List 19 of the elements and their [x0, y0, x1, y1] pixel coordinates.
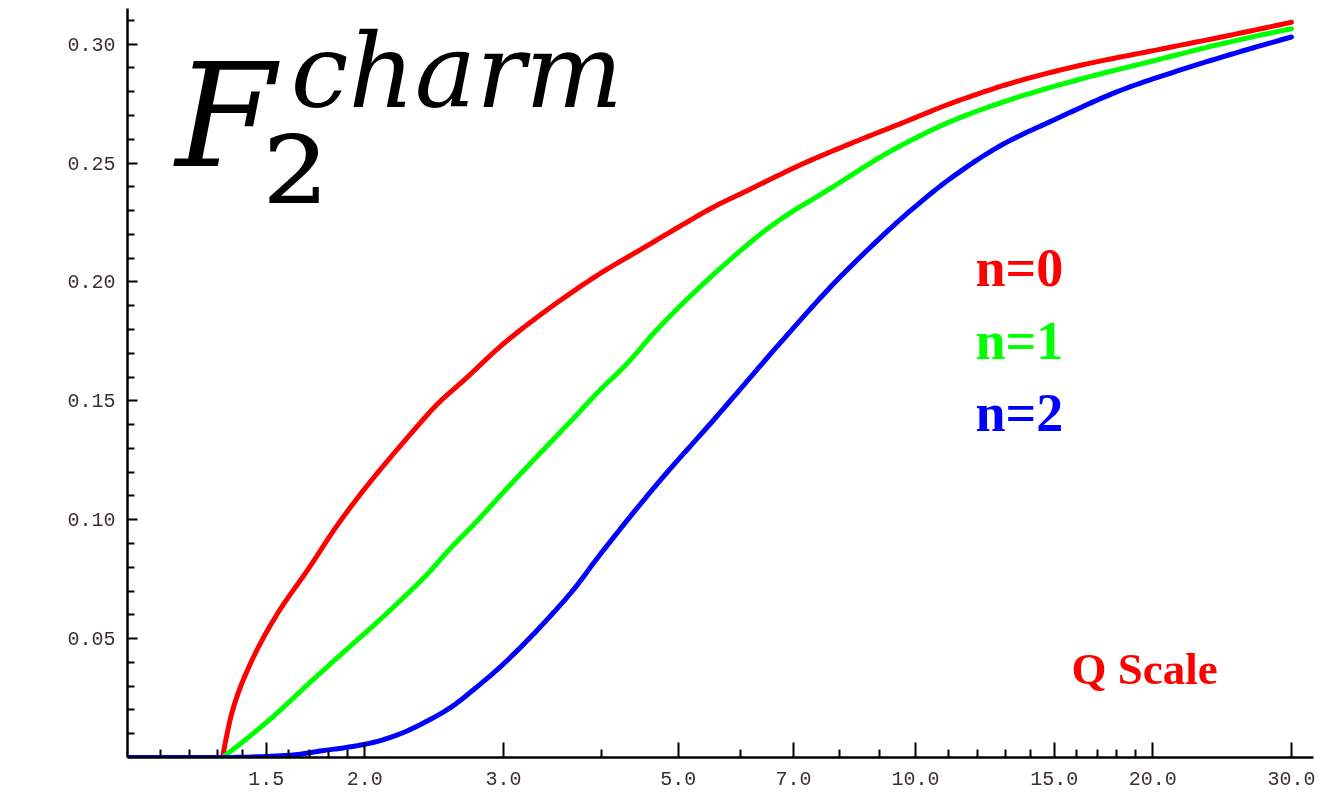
x-tick-label: 5.0 — [660, 767, 697, 791]
y-tick-label: 0.10 — [67, 509, 116, 533]
x-tick-label: 2.0 — [346, 767, 383, 791]
x-tick-label: 3.0 — [485, 767, 522, 791]
y-tick-label: 0.05 — [67, 628, 116, 652]
y-tick-label: 0.15 — [67, 390, 116, 414]
x-tick-label: 10.0 — [891, 767, 940, 791]
annotation: Q Scale — [1071, 644, 1218, 695]
text: n=0 — [975, 238, 1064, 299]
text: n=2 — [975, 383, 1064, 444]
x-tick-label: 30.0 — [1267, 767, 1316, 791]
y-tick-label: 0.20 — [67, 271, 116, 295]
x-tick-label: 20.0 — [1128, 767, 1177, 791]
x-tick-label: 15.0 — [1030, 767, 1079, 791]
x-tick-label: 1.5 — [248, 767, 285, 791]
y-tick-label: 0.25 — [67, 152, 116, 176]
x-tick-label: 7.0 — [775, 767, 812, 791]
text: n=1 — [975, 310, 1064, 371]
y-tick-label: 0.30 — [67, 33, 116, 57]
